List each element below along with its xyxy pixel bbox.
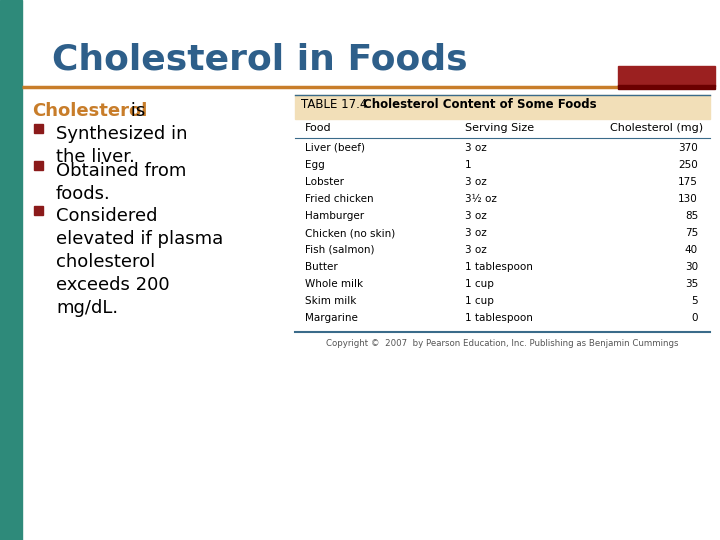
Text: Fish (salmon): Fish (salmon) <box>305 245 374 255</box>
Text: Cholesterol in Foods: Cholesterol in Foods <box>52 43 467 77</box>
Text: Cholesterol Content of Some Foods: Cholesterol Content of Some Foods <box>363 98 597 111</box>
Bar <box>0 0 22 540</box>
Text: 75: 75 <box>685 228 698 238</box>
Text: 35: 35 <box>685 279 698 289</box>
Text: 370: 370 <box>678 143 698 153</box>
Bar <box>295 95 710 119</box>
Text: Obtained from
foods.: Obtained from foods. <box>56 162 186 203</box>
Text: 1 tablespoon: 1 tablespoon <box>465 262 533 272</box>
Text: Skim milk: Skim milk <box>305 296 356 306</box>
Text: 3 oz: 3 oz <box>465 245 487 255</box>
Text: Chicken (no skin): Chicken (no skin) <box>305 228 395 238</box>
Text: Fried chicken: Fried chicken <box>305 194 374 204</box>
Text: 0: 0 <box>691 313 698 323</box>
Text: 3 oz: 3 oz <box>465 143 487 153</box>
Text: 1 cup: 1 cup <box>465 296 494 306</box>
Text: is: is <box>125 102 145 120</box>
Text: Food: Food <box>305 123 332 133</box>
Bar <box>618 85 715 89</box>
Text: Copyright ©  2007  by Pearson Education, Inc. Publishing as Benjamin Cummings: Copyright © 2007 by Pearson Education, I… <box>326 339 679 348</box>
Text: 250: 250 <box>678 160 698 170</box>
Text: 1: 1 <box>465 160 472 170</box>
Text: Cholesterol (mg): Cholesterol (mg) <box>610 123 703 133</box>
Text: 130: 130 <box>678 194 698 204</box>
Text: Lobster: Lobster <box>305 177 344 187</box>
Text: 30: 30 <box>685 262 698 272</box>
Text: 1 tablespoon: 1 tablespoon <box>465 313 533 323</box>
Text: 1 cup: 1 cup <box>465 279 494 289</box>
Text: TABLE 17.4: TABLE 17.4 <box>301 98 367 111</box>
Text: Egg: Egg <box>305 160 325 170</box>
Text: 3 oz: 3 oz <box>465 211 487 221</box>
Bar <box>34 124 43 133</box>
Text: Hamburger: Hamburger <box>305 211 364 221</box>
Text: Synthesized in
the liver.: Synthesized in the liver. <box>56 125 187 166</box>
Text: Whole milk: Whole milk <box>305 279 363 289</box>
Text: 40: 40 <box>685 245 698 255</box>
Text: Cholesterol: Cholesterol <box>32 102 148 120</box>
Text: Margarine: Margarine <box>305 313 358 323</box>
Text: Serving Size: Serving Size <box>465 123 534 133</box>
Bar <box>34 161 43 170</box>
Bar <box>618 66 715 86</box>
Text: 3 oz: 3 oz <box>465 177 487 187</box>
Text: 5: 5 <box>691 296 698 306</box>
Bar <box>34 206 43 215</box>
Text: Liver (beef): Liver (beef) <box>305 143 365 153</box>
Text: 3½ oz: 3½ oz <box>465 194 497 204</box>
Text: Considered
elevated if plasma
cholesterol
exceeds 200
mg/dL.: Considered elevated if plasma cholestero… <box>56 207 223 316</box>
Text: 3 oz: 3 oz <box>465 228 487 238</box>
Text: Butter: Butter <box>305 262 338 272</box>
Text: 85: 85 <box>685 211 698 221</box>
Text: 175: 175 <box>678 177 698 187</box>
